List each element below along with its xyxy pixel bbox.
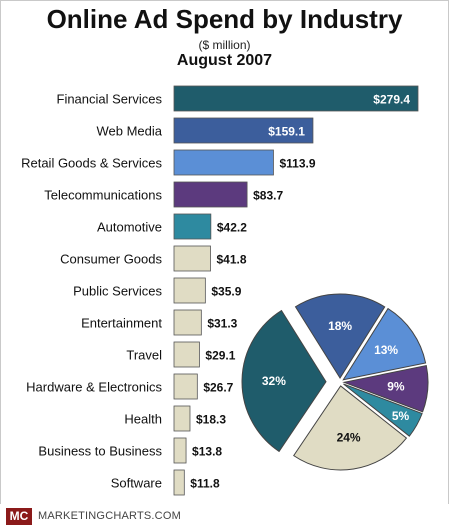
category-label: Telecommunications (44, 188, 162, 203)
pie-slice-label: 5% (392, 409, 410, 423)
bar-value-label: $26.7 (203, 381, 233, 395)
chart-period: August 2007 (176, 52, 273, 69)
bar (173, 213, 212, 240)
bar (173, 277, 206, 304)
pie-slice-label: 18% (328, 319, 352, 333)
pie-slice (294, 293, 386, 379)
bar (173, 309, 202, 336)
bar-value-label: $11.8 (190, 477, 220, 491)
pie-slice (293, 385, 408, 471)
category-label: Hardware & Electronics (26, 380, 162, 395)
bar (173, 341, 200, 368)
pie-slice-label: 13% (374, 343, 398, 357)
category-label: Software (111, 476, 162, 491)
pie-slice (343, 383, 423, 437)
bar-value-label: $279.4 (373, 93, 410, 107)
category-label: Retail Goods & Services (21, 156, 162, 171)
chart-subtitle: ($ million) (198, 38, 251, 52)
pie-slice (342, 307, 427, 381)
bar (173, 405, 191, 432)
pie-slice-label: 24% (337, 430, 361, 444)
bar (173, 437, 187, 464)
bar-value-label: $29.1 (205, 349, 235, 363)
pie-slice (241, 309, 327, 453)
bar-value-label: $42.2 (217, 221, 247, 235)
bar-value-label: $31.3 (207, 317, 237, 331)
bar-value-label: $41.8 (217, 253, 247, 267)
category-label: Consumer Goods (60, 252, 162, 267)
bar-value-label: $113.9 (279, 157, 315, 171)
bar-value-label: $13.8 (192, 445, 222, 459)
category-label: Web Media (96, 124, 162, 139)
bar (173, 85, 419, 112)
bar (173, 117, 314, 144)
category-label: Health (124, 412, 162, 427)
marketingcharts-logo: MC (6, 508, 32, 525)
bar-value-label: $159.1 (268, 125, 305, 139)
bar (173, 245, 211, 272)
bar (173, 149, 274, 176)
bar (173, 469, 185, 496)
footer: MC MARKETINGCHARTS.COM (0, 504, 449, 528)
pie-slice (342, 364, 429, 413)
category-label: Entertainment (81, 316, 162, 331)
bar-value-label: $83.7 (253, 189, 283, 203)
source-site[interactable]: MARKETINGCHARTS.COM (38, 510, 181, 522)
category-label: Automotive (97, 220, 162, 235)
bar (173, 373, 198, 400)
category-label: Business to Business (38, 444, 162, 459)
category-label: Public Services (73, 284, 162, 299)
category-label: Travel (126, 348, 162, 363)
pie-slice-label: 32% (262, 374, 286, 388)
bar-value-label: $18.3 (196, 413, 226, 427)
chart-title: Online Ad Spend by Industry (46, 4, 403, 34)
bar (173, 181, 248, 208)
pie-slice-label: 9% (387, 379, 405, 393)
bar-value-label: $35.9 (211, 285, 241, 299)
category-label: Financial Services (57, 92, 163, 107)
